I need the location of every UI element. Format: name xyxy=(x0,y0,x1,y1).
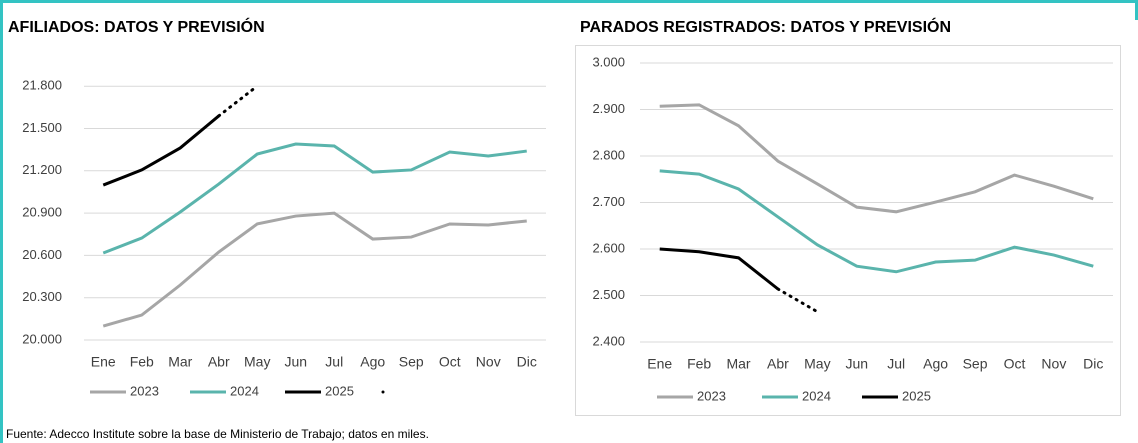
x-tick-label: Jul xyxy=(887,356,905,372)
series-line xyxy=(776,287,819,314)
chart-title: PARADOS REGISTRADOS: DATOS Y PREVISIÓN xyxy=(580,17,951,36)
x-tick-label: Jul xyxy=(325,354,343,370)
series-line xyxy=(217,84,259,118)
x-tick-label: May xyxy=(804,356,830,372)
y-tick-label: 2.500 xyxy=(592,287,625,302)
y-tick-label: 20.600 xyxy=(22,247,62,262)
series-line xyxy=(659,169,1094,274)
series-line xyxy=(659,103,1094,214)
legend-label: 2024 xyxy=(802,388,831,403)
x-tick-label: Dic xyxy=(517,354,537,370)
series-line xyxy=(102,114,220,187)
legend-swatch xyxy=(381,390,385,394)
y-tick-label: 3.000 xyxy=(592,54,625,69)
x-tick-label: Sep xyxy=(399,354,424,370)
y-tick-label: 2.900 xyxy=(592,101,625,116)
x-tick-label: Mar xyxy=(726,356,750,372)
series-line xyxy=(102,142,527,255)
x-tick-label: Mar xyxy=(168,354,192,370)
legend-label: 2024 xyxy=(230,383,259,398)
y-tick-label: 21.800 xyxy=(22,78,62,93)
x-tick-label: Ene xyxy=(647,356,672,372)
x-tick-label: Sep xyxy=(963,356,988,372)
x-tick-label: Dic xyxy=(1083,356,1103,372)
x-tick-label: Feb xyxy=(687,356,711,372)
x-tick-label: Feb xyxy=(130,354,154,370)
x-tick-label: Jun xyxy=(284,354,307,370)
x-tick-label: Oct xyxy=(439,354,461,370)
x-tick-label: Ago xyxy=(360,354,385,370)
y-tick-label: 20.300 xyxy=(22,289,62,304)
legend-label: 2023 xyxy=(697,388,726,403)
y-tick-label: 2.700 xyxy=(592,194,625,209)
x-tick-label: Nov xyxy=(476,354,501,370)
series-line xyxy=(102,211,527,328)
source: Fuente: Adecco Institute sobre la base d… xyxy=(6,427,429,441)
y-tick-label: 20.000 xyxy=(22,331,62,346)
y-tick-label: 2.400 xyxy=(592,333,625,348)
legend-label: 2025 xyxy=(902,388,931,403)
x-tick-label: Abr xyxy=(208,354,230,370)
x-tick-label: Oct xyxy=(1004,356,1026,372)
x-tick-label: Ene xyxy=(91,354,116,370)
x-tick-label: Jun xyxy=(846,356,869,372)
chart-box xyxy=(575,45,1121,416)
y-tick-label: 2.600 xyxy=(592,240,625,255)
legend-label: 2025 xyxy=(325,383,354,398)
y-tick-label: 21.500 xyxy=(22,120,62,135)
legend-label: 2023 xyxy=(130,383,159,398)
x-tick-label: Ago xyxy=(923,356,948,372)
x-tick-label: Abr xyxy=(767,356,789,372)
x-tick-label: Nov xyxy=(1041,356,1066,372)
y-tick-label: 21.200 xyxy=(22,162,62,177)
chart-title: AFILIADOS: DATOS Y PREVISIÓN xyxy=(8,17,265,36)
x-tick-label: May xyxy=(244,354,270,370)
y-tick-label: 2.800 xyxy=(592,147,625,162)
series-line xyxy=(659,247,779,291)
y-tick-label: 20.900 xyxy=(22,205,62,220)
